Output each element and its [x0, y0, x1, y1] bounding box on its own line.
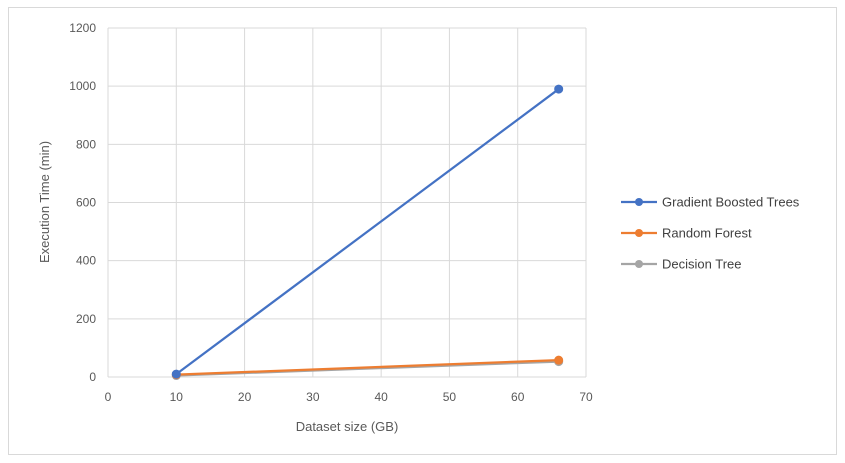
y-tick-label: 1000: [69, 79, 96, 93]
x-axis-title: Dataset size (GB): [296, 419, 399, 434]
x-tick-label: 40: [374, 390, 388, 404]
chart-frame: [8, 7, 837, 455]
legend-label: Decision Tree: [662, 257, 741, 272]
y-axis-title: Execution Time (min): [37, 141, 52, 263]
x-tick-label: 50: [443, 390, 457, 404]
y-tick-label: 200: [76, 312, 96, 326]
x-tick-label: 0: [105, 390, 112, 404]
x-tick-label: 30: [306, 390, 320, 404]
legend-swatch-marker: [635, 198, 643, 206]
legend-swatch-marker: [635, 260, 643, 268]
series-random-forest: [171, 355, 564, 380]
x-tick-label: 10: [170, 390, 184, 404]
y-tick-label: 400: [76, 254, 96, 268]
data-point: [554, 84, 564, 94]
legend-label: Random Forest: [662, 226, 752, 241]
series-line: [175, 88, 560, 375]
legend-item: Decision Tree: [621, 257, 741, 272]
x-tick-labels: 0 10 20 30 40 50 60 70: [105, 390, 593, 404]
x-tick-label: 70: [579, 390, 593, 404]
legend-swatch-marker: [635, 229, 643, 237]
y-tick-label: 600: [76, 196, 96, 210]
x-tick-label: 60: [511, 390, 525, 404]
series-gradient-boosted-trees: [171, 84, 564, 379]
legend: Gradient Boosted Trees Random Forest Decis…: [621, 195, 800, 272]
series-line: [176, 359, 559, 376]
y-tick-labels: 0 200 400 600 800 1000 1200: [69, 21, 96, 384]
y-tick-label: 0: [89, 370, 96, 384]
legend-item: Gradient Boosted Trees: [621, 195, 800, 210]
series-group: [171, 84, 564, 381]
legend-item: Random Forest: [621, 226, 752, 241]
y-tick-label: 1200: [69, 21, 96, 35]
data-point: [171, 369, 181, 379]
data-point: [554, 355, 564, 365]
y-tick-label: 800: [76, 137, 96, 151]
legend-label: Gradient Boosted Trees: [662, 195, 800, 210]
series-decision-tree: [171, 357, 564, 381]
gridlines: [107, 27, 587, 378]
x-tick-label: 20: [238, 390, 252, 404]
